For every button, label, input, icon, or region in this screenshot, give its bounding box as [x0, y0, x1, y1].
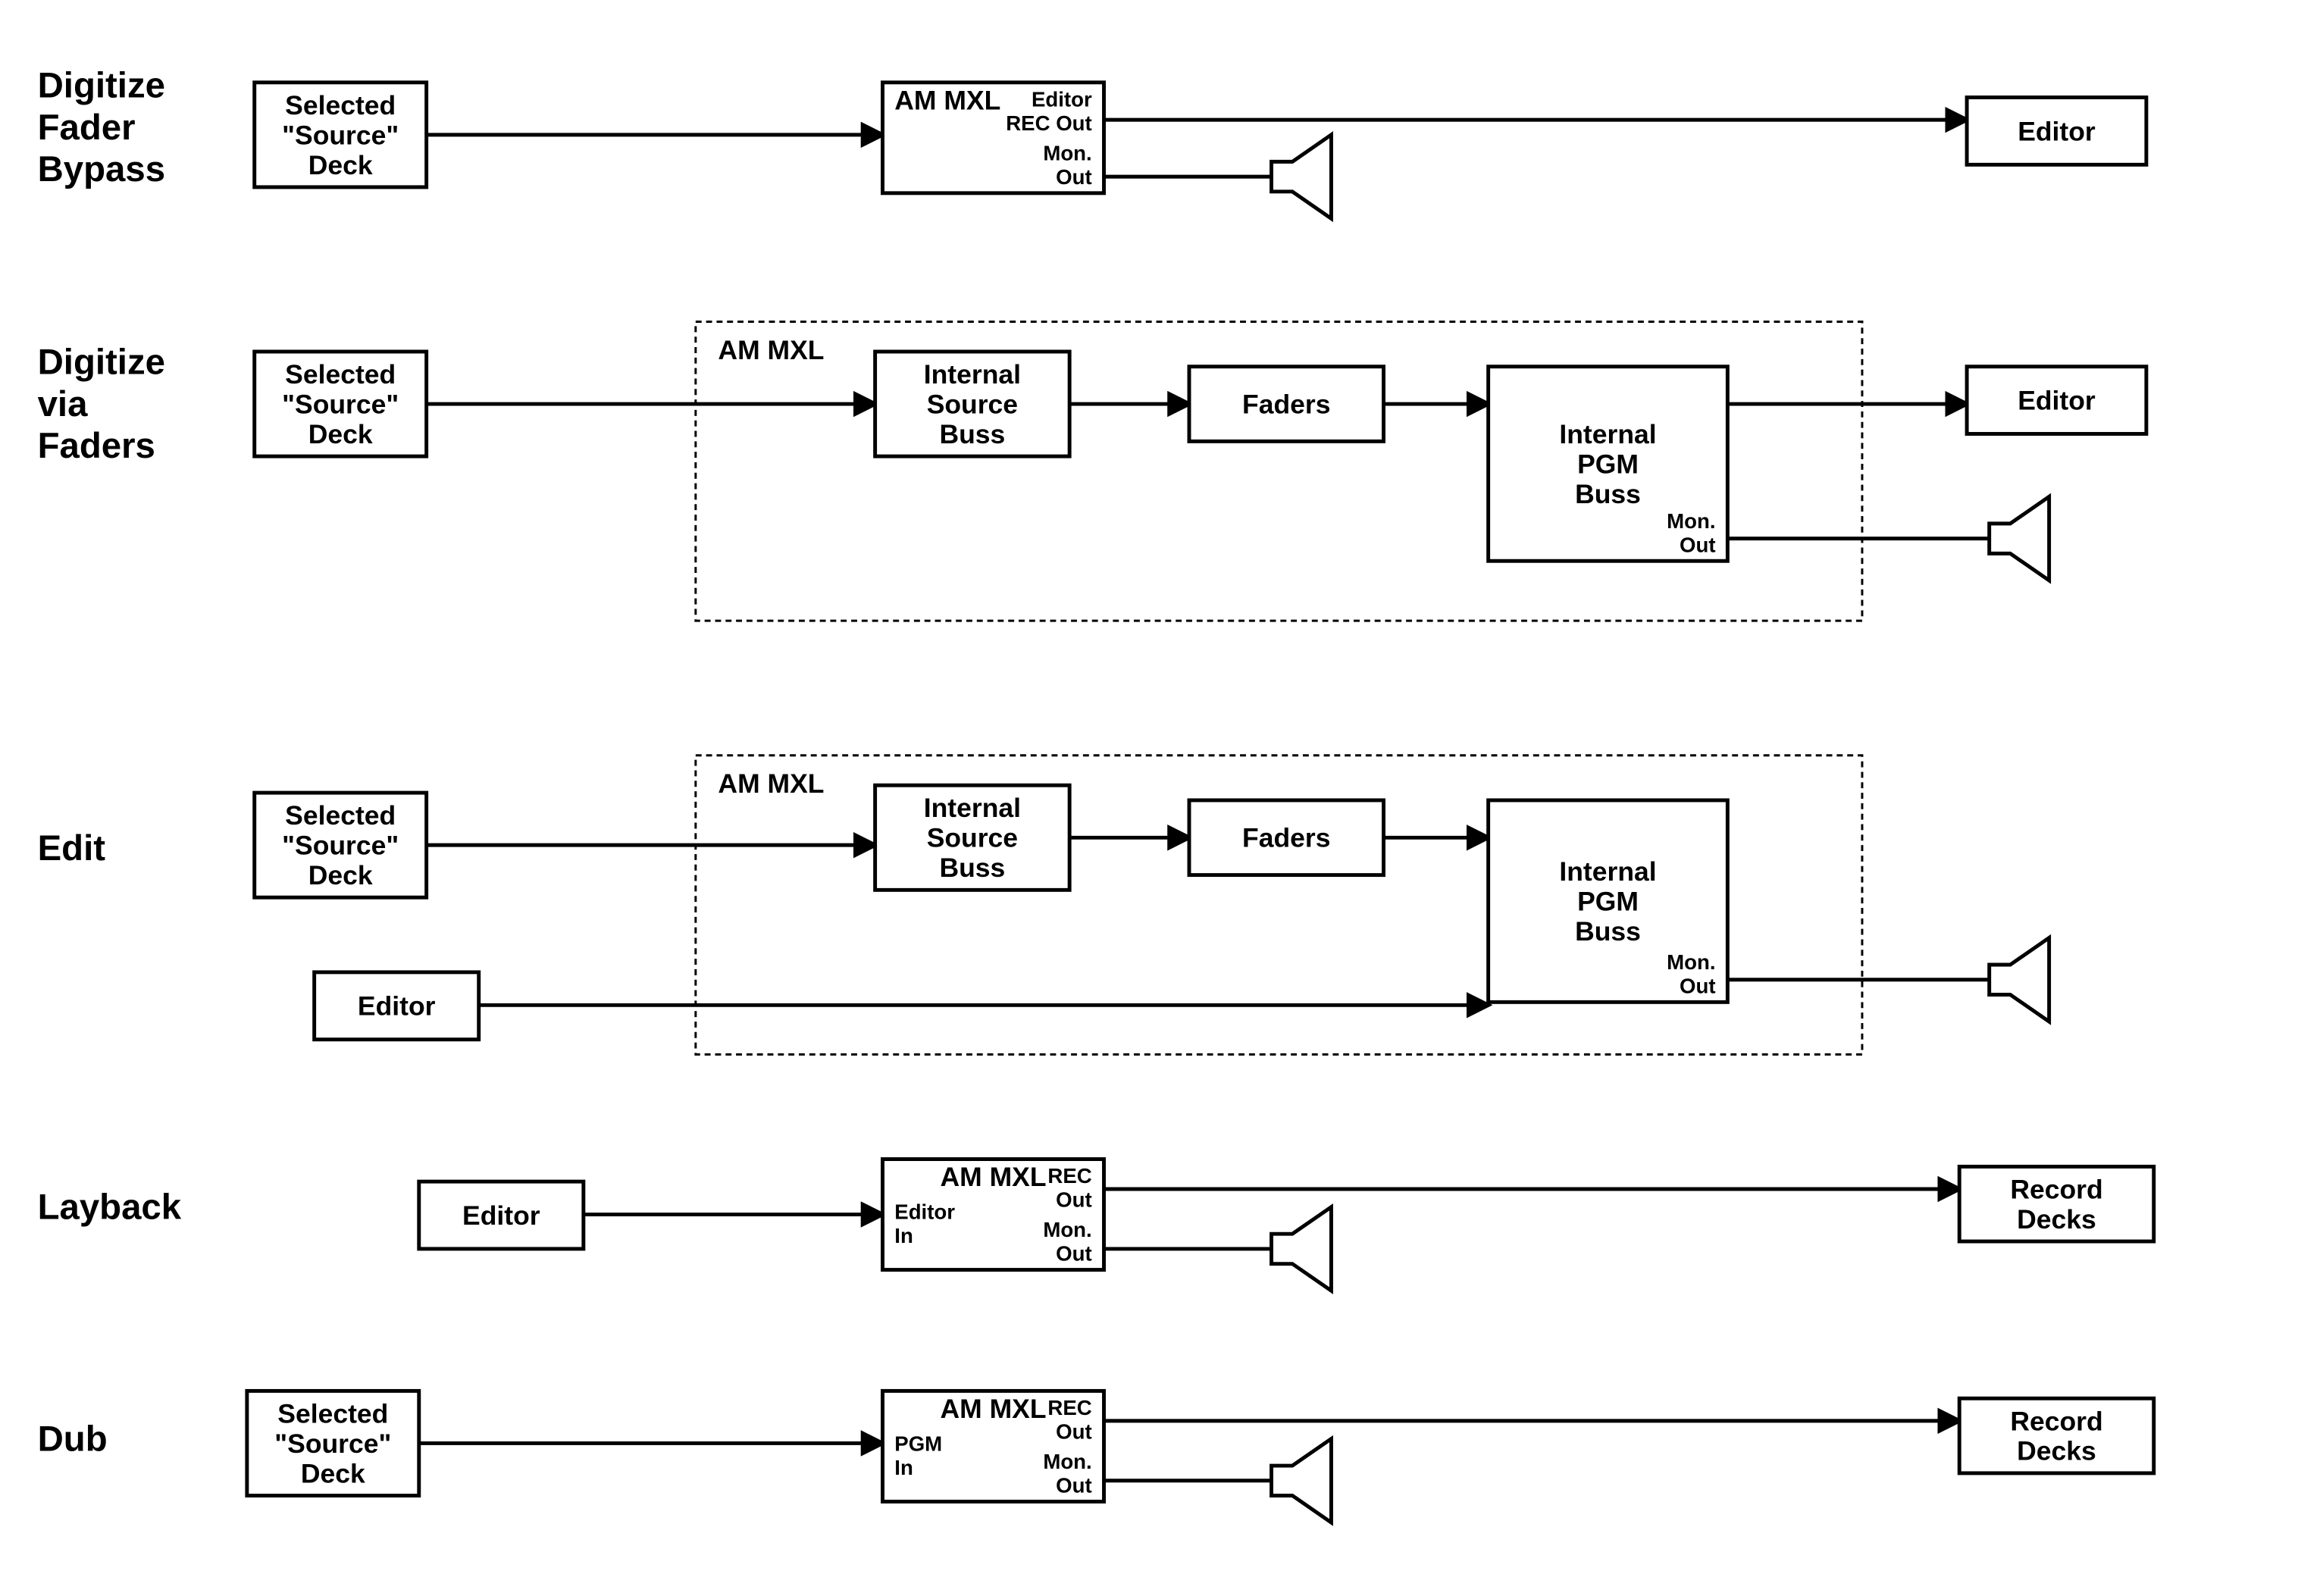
block-label: Editor	[462, 1200, 540, 1231]
block-label: Decks	[2017, 1436, 2096, 1466]
port-label: Out	[1680, 975, 1716, 998]
block-label: Buss	[1575, 916, 1641, 947]
port-label: Mon.	[1043, 1218, 1091, 1241]
svg-text:via: via	[38, 384, 88, 424]
svg-text:Bypass: Bypass	[38, 149, 165, 189]
port-label: AM MXL	[941, 1162, 1047, 1192]
block-label: "Source"	[282, 831, 399, 861]
speaker-icon	[1990, 937, 2049, 1022]
block-label: Selected	[285, 359, 396, 390]
block-label: Internal	[1559, 856, 1656, 887]
port-label: Mon.	[1043, 141, 1091, 164]
block-label: PGM	[1577, 887, 1639, 917]
block-label: Editor	[2018, 386, 2096, 416]
block-label: Decks	[2017, 1204, 2096, 1235]
block-label: Buss	[939, 853, 1005, 883]
block-label: Buss	[1575, 479, 1641, 509]
container-title: AM MXL	[718, 768, 824, 799]
block-label: Selected	[285, 800, 396, 831]
port-label: PGM	[894, 1432, 942, 1455]
port-label: Editor	[894, 1200, 955, 1223]
block-label: PGM	[1577, 449, 1639, 479]
block-label: Deck	[308, 860, 373, 890]
port-label: REC	[1047, 1164, 1091, 1188]
port-label: Out	[1056, 1188, 1092, 1212]
block-label: Source	[927, 389, 1018, 419]
mode-label: DigitizeFaderBypass	[38, 66, 165, 190]
mode-label: Layback	[38, 1187, 182, 1227]
block-label: Selected	[285, 90, 396, 120]
port-label: Out	[1056, 1474, 1092, 1497]
svg-text:Digitize: Digitize	[38, 66, 165, 106]
block-label: Deck	[308, 150, 373, 180]
container-title: AM MXL	[718, 335, 824, 365]
block-label: Record	[2010, 1406, 2102, 1436]
block-label: Deck	[308, 419, 373, 449]
block-label: Internal	[924, 359, 1021, 390]
speaker-icon	[1990, 496, 2049, 581]
speaker-icon	[1272, 1439, 1332, 1523]
svg-text:Dub: Dub	[38, 1419, 108, 1459]
block-label: "Source"	[282, 120, 399, 150]
signal-flow-diagram: AM MXLAM MXLDigitizeFaderBypassDigitizev…	[15, 15, 2308, 1581]
block-label: "Source"	[274, 1429, 391, 1459]
port-label: Editor	[1032, 87, 1092, 111]
block-label: Faders	[1242, 823, 1330, 853]
port-label: REC	[1047, 1396, 1091, 1419]
port-label: Out	[1056, 1242, 1092, 1266]
svg-text:Layback: Layback	[38, 1187, 182, 1227]
port-label: Out	[1056, 165, 1092, 189]
block-label: Buss	[939, 419, 1005, 449]
block-label: Record	[2010, 1174, 2102, 1204]
svg-text:Fader: Fader	[38, 108, 136, 148]
svg-text:Faders: Faders	[38, 426, 155, 466]
block-label: Editor	[2018, 116, 2096, 146]
mode-label: DigitizeviaFaders	[38, 343, 165, 467]
block-label: Selected	[277, 1398, 388, 1429]
port-label: AM MXL	[894, 85, 1000, 115]
block-label: Source	[927, 823, 1018, 853]
block-label: Editor	[358, 991, 436, 1022]
port-label: In	[894, 1456, 913, 1479]
block-label: "Source"	[282, 389, 399, 419]
port-label: Out	[1680, 533, 1716, 556]
port-label: Out	[1056, 1420, 1092, 1444]
mode-label: Edit	[38, 828, 106, 868]
svg-text:Digitize: Digitize	[38, 343, 165, 383]
speaker-icon	[1272, 135, 1332, 219]
block-label: Faders	[1242, 389, 1330, 419]
speaker-icon	[1272, 1207, 1332, 1291]
port-label: Mon.	[1667, 509, 1715, 533]
port-label: Mon.	[1667, 950, 1715, 974]
svg-text:Edit: Edit	[38, 828, 106, 868]
mode-label: Dub	[38, 1419, 108, 1459]
block-label: Internal	[924, 793, 1021, 823]
port-label: Mon.	[1043, 1450, 1091, 1473]
port-label: In	[894, 1224, 913, 1247]
port-label: REC Out	[1006, 111, 1092, 135]
block-label: Internal	[1559, 419, 1656, 449]
block-label: Deck	[301, 1458, 365, 1488]
port-label: AM MXL	[941, 1394, 1047, 1424]
